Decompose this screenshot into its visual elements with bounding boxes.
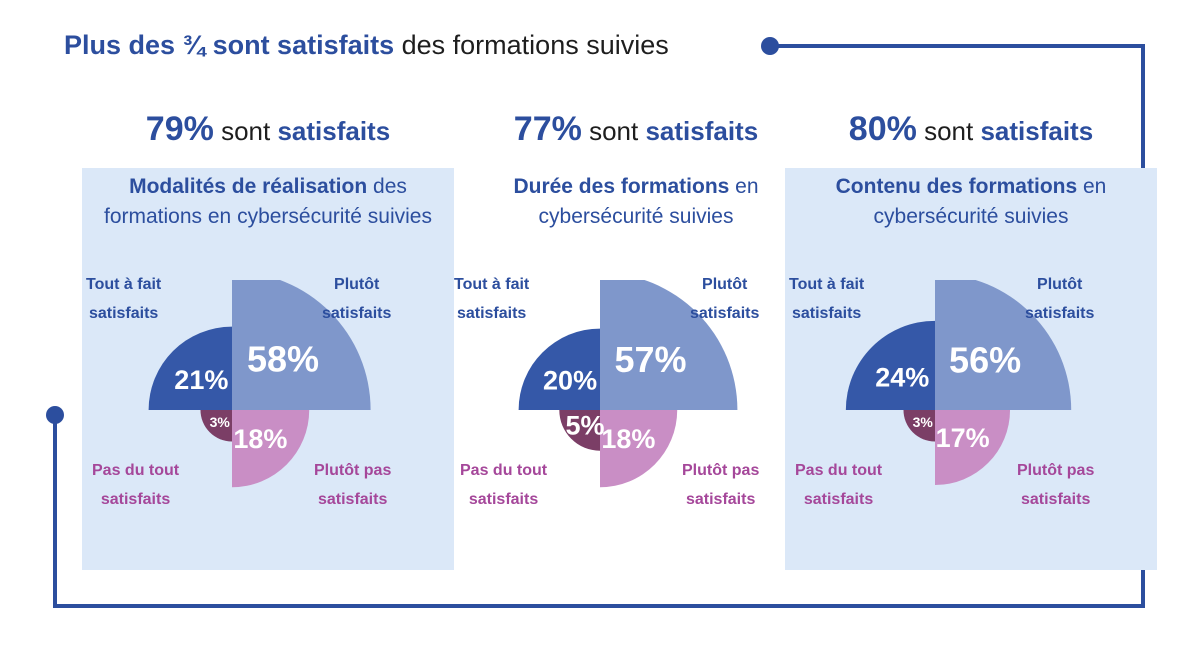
panel-modalites: 79% sont satisfaits Modalités de réalisa… [82,110,454,570]
data-label-plutot-satisfaits: 57% [614,339,686,380]
panel-duree: 77% sont satisfaits Durée des formations… [450,110,822,570]
headline-text: sont [581,116,646,146]
data-label-plutot-satisfaits: 56% [949,340,1021,381]
chart-subtitle: Durée des formations en cybersécurité su… [468,172,804,232]
data-label-plutot-satisfaits: 58% [247,339,319,380]
pie-chart-duree: 20% 57% 18% 5% Tout à fait satisfaits Plutôt sa… [450,276,822,540]
category-label-plutot-satisfaits: Plutôt satisfaits [690,276,760,322]
connector-dot-left [46,406,64,424]
pie-svg: 20% 57% 18%5% [518,280,738,488]
pie-slice-plutot-pas-satisfaits [232,410,310,488]
pie-slice-pas-du-tout-satisfaits [903,410,935,442]
category-label-plutot-pas-satisfaits: Plutôt pas satisfaits [314,462,392,508]
headline-keyword: satisfaits [277,116,391,146]
panel-contenu: 80% sont satisfaits Contenu des formatio… [785,110,1157,570]
subtitle-bold: Modalités de réalisation [129,175,368,198]
pie-slice-plutot-satisfaits [232,280,371,410]
headline: 77% sont satisfaits [450,110,822,149]
headline-text: sont [916,116,981,146]
pie-svg: 24% 56% 17%3% [845,280,1072,486]
page-title: Plus des ¾ sont satisfaits des formation… [64,30,669,61]
data-label-plutot-pas-satisfaits: 18% [233,424,287,454]
headline-keyword: satisfaits [980,116,1094,146]
pie-slice-plutot-satisfaits [600,280,738,410]
category-label-tout-a-fait-satisfaits: Tout à fait satisfaits [789,276,865,322]
category-label-plutot-pas-satisfaits: Plutôt pas satisfaits [1017,462,1095,508]
headline-text: sont [213,116,278,146]
chart-subtitle: Contenu des formations en cybersécurité … [803,172,1139,232]
data-label-plutot-pas-satisfaits: 18% [601,424,655,454]
category-label-pas-du-tout-satisfaits: Pas du tout satisfaits [795,462,883,508]
category-label-pas-du-tout-satisfaits: Pas du tout satisfaits [92,462,180,508]
pie-slice-tout-a-fait-satisfaits [518,328,600,410]
category-label-plutot-pas-satisfaits: Plutôt pas satisfaits [682,462,760,508]
category-label-pas-du-tout-satisfaits: Pas du tout satisfaits [460,462,548,508]
data-label-tout-a-fait-satisfaits: 20% [543,366,597,396]
subtitle-bold: Durée des formations [513,175,730,198]
pie-slice-plutot-pas-satisfaits [600,410,678,488]
headline: 79% sont satisfaits [82,110,454,149]
data-label-pas-du-tout-satisfaits: 3% [210,414,231,430]
data-label-tout-a-fait-satisfaits: 21% [174,365,228,395]
title-part-3: des formations suivies [394,30,669,60]
headline-keyword: satisfaits [645,116,759,146]
pie-slice-pas-du-tout-satisfaits [200,410,232,442]
pie-slice-tout-a-fait-satisfaits [148,326,232,410]
data-label-pas-du-tout-satisfaits: 5% [566,410,605,440]
title-part-1: Plus des [64,30,183,60]
pie-chart-modalites: 21% 58% 18% 3% Tout à fait satisfaits Plutôt sa… [82,276,454,540]
category-label-tout-a-fait-satisfaits: Tout à fait satisfaits [86,276,162,322]
category-label-tout-a-fait-satisfaits: Tout à fait satisfaits [454,276,530,322]
headline-value: 77% [513,110,582,148]
category-label-plutot-satisfaits: Plutôt satisfaits [1025,276,1095,322]
headline: 80% sont satisfaits [785,110,1157,149]
pie-slice-tout-a-fait-satisfaits [845,320,935,410]
pie-slice-plutot-pas-satisfaits [935,410,1011,486]
connector-dot-top [761,37,779,55]
data-label-plutot-pas-satisfaits: 17% [936,423,990,453]
data-label-pas-du-tout-satisfaits: 3% [913,414,934,430]
pie-svg: 21% 58% 18%3% [148,280,371,488]
headline-value: 80% [848,110,917,148]
category-label-plutot-satisfaits: Plutôt satisfaits [322,276,392,322]
title-part-2: ¾ sont satisfaits [182,30,395,60]
pie-slice-plutot-satisfaits [935,280,1072,410]
chart-subtitle: Modalités de réalisation des formations … [100,172,436,232]
subtitle-rest: des formations en cybersécurité suivies [104,175,432,228]
data-label-tout-a-fait-satisfaits: 24% [875,363,929,393]
pie-chart-contenu: 24% 56% 17% 3% Tout à fait satisfaits Plutôt sa… [785,276,1157,540]
headline-value: 79% [145,110,214,148]
pie-slice-pas-du-tout-satisfaits [559,410,600,451]
subtitle-rest: en cybersécurité suivies [873,175,1107,228]
subtitle-rest: en cybersécurité suivies [538,175,759,228]
subtitle-bold: Contenu des formations [835,175,1078,198]
